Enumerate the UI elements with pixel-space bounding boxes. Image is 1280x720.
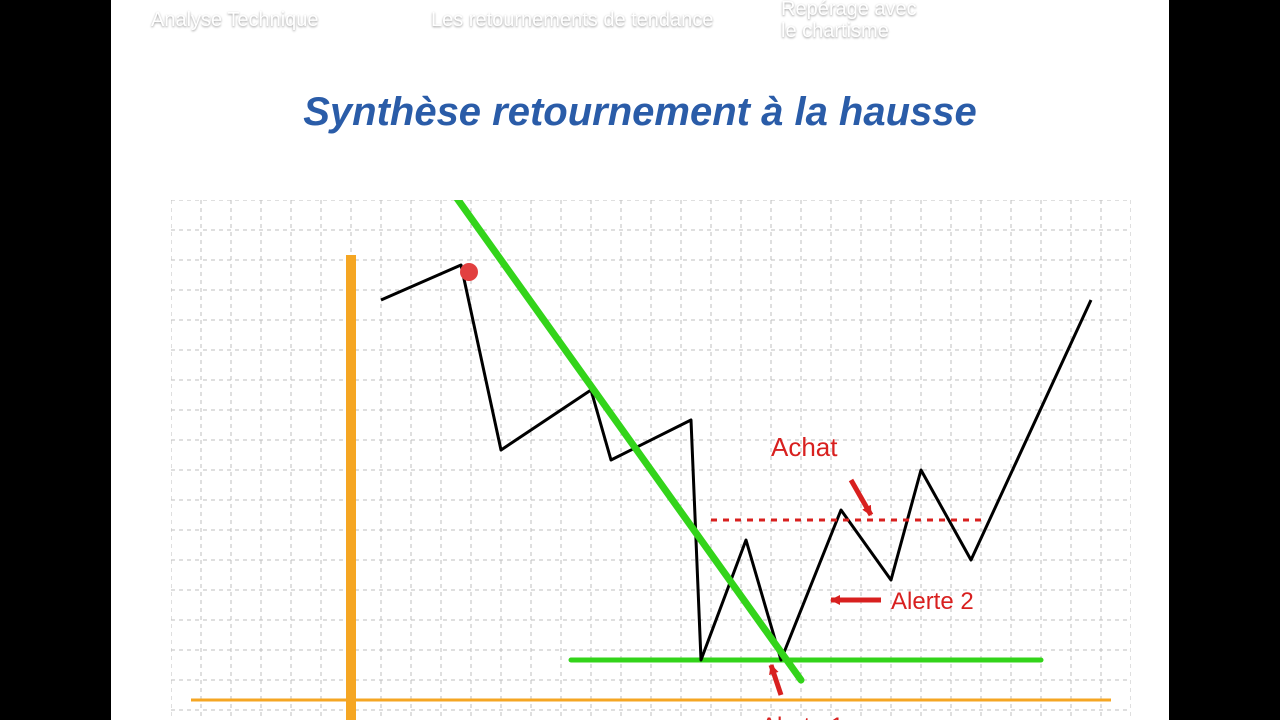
annotation-alerte1: Alerte 1: [761, 713, 844, 720]
chart-svg: Achat Alerte 2 Alerte 1: [171, 200, 1131, 720]
annotation-alerte2: Alerte 2: [891, 588, 974, 615]
crumb-2: Les retournements de tendance: [391, 0, 761, 50]
crumb-3: Repérage avec le chartisme: [741, 0, 991, 50]
breadcrumb: Analyse Technique Les retournements de t…: [111, 0, 1169, 60]
chart: Achat Alerte 2 Alerte 1: [171, 200, 1131, 720]
crumb-1: Analyse Technique: [111, 0, 411, 50]
slide: Analyse Technique Les retournements de t…: [111, 0, 1169, 720]
crumb-2-label: Les retournements de tendance: [431, 9, 713, 31]
annotation-achat: Achat: [771, 432, 838, 462]
page-title: Synthèse retournement à la hausse: [111, 90, 1169, 135]
crumb-3-label: Repérage avec le chartisme: [781, 0, 917, 42]
crumb-1-label: Analyse Technique: [151, 9, 319, 31]
